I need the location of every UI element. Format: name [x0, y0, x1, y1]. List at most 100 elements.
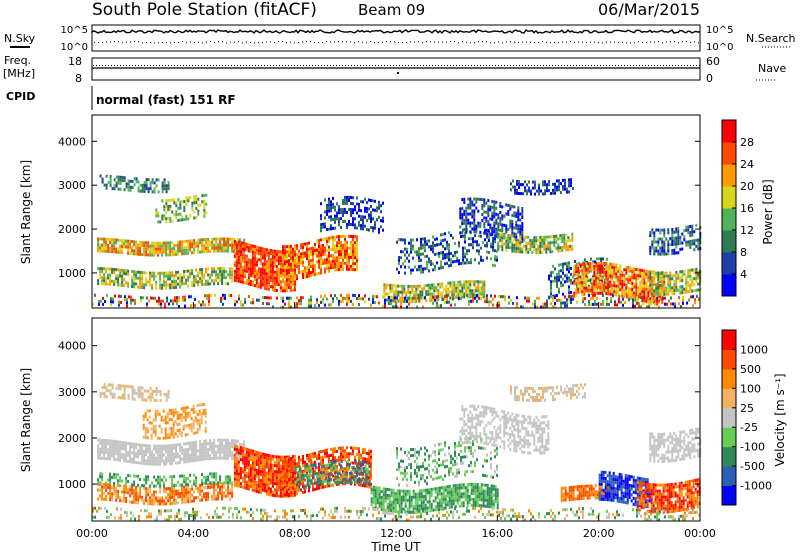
power-cell [290, 268, 292, 272]
velocity-cell [173, 455, 176, 459]
power-cell [513, 232, 516, 236]
power-cell [409, 296, 412, 300]
power-cell [268, 302, 270, 306]
power-cell [97, 279, 100, 283]
power-cell [183, 252, 186, 256]
power-cell [463, 286, 466, 290]
power-cell [675, 276, 678, 280]
power-cell [555, 234, 558, 238]
power-cell [109, 178, 112, 181]
velocity-cell [109, 445, 112, 449]
power-cell [406, 256, 408, 260]
power-cell [509, 225, 512, 229]
power-cell [167, 253, 170, 257]
velocity-cell [109, 448, 112, 452]
power-cell [282, 260, 284, 264]
power-cell [679, 285, 682, 289]
power-cell [673, 242, 676, 246]
power-cell [499, 210, 502, 214]
nave-dot [462, 65, 463, 66]
power-cell [336, 256, 338, 260]
power-cell [484, 297, 486, 301]
power-cell [497, 232, 500, 236]
power-cell [175, 273, 178, 277]
power-cell [141, 271, 144, 274]
power-cell [145, 244, 148, 248]
power-cell [434, 298, 436, 302]
power-cell [467, 203, 470, 207]
power-cell [382, 304, 384, 308]
power-cell [519, 238, 522, 242]
power-cell [509, 207, 512, 211]
velocity-cell [169, 453, 172, 457]
power-cell [271, 258, 274, 262]
velocity-cell [215, 453, 218, 457]
power-cell [109, 184, 112, 187]
power-cell [659, 228, 662, 232]
power-cell [129, 239, 132, 243]
nsky-tick-bottom: 10^0 [61, 42, 88, 53]
velocity-cell [189, 453, 192, 457]
power-cell [470, 243, 472, 247]
nave-dot [567, 65, 568, 66]
power-cell [419, 299, 422, 303]
power-cell [277, 280, 280, 284]
power-cell [330, 218, 332, 222]
velocity-cell [189, 447, 192, 451]
velocity-cell [115, 440, 118, 444]
power-cell [611, 274, 614, 278]
power-cell [132, 298, 134, 302]
velocity-cell [133, 448, 136, 452]
power-cell [151, 286, 154, 290]
power-cell [667, 280, 670, 284]
power-cell [647, 297, 650, 301]
nsearch-dot [290, 41, 291, 43]
power-cell [637, 271, 640, 275]
velocity-cell [147, 502, 150, 506]
power-cell [185, 202, 188, 206]
power-cell [354, 250, 356, 254]
velocity-cell [129, 448, 132, 452]
power-cell [285, 283, 288, 287]
velocity-cell [123, 484, 126, 488]
power-cell [601, 282, 604, 286]
velocity-cell [219, 441, 222, 445]
power-cell [338, 241, 340, 245]
power-cell [409, 284, 412, 288]
power-cell [121, 271, 124, 275]
power-cell [457, 292, 460, 296]
power-cell [623, 292, 626, 296]
power-cell [603, 283, 606, 286]
nsearch-dot [598, 42, 599, 44]
power-cell [442, 238, 444, 242]
power-cell [284, 269, 286, 273]
power-cell [123, 272, 126, 276]
power-cell [677, 239, 680, 243]
power-cell [190, 304, 192, 308]
power-cell [193, 210, 196, 214]
power-cell [511, 204, 514, 208]
power-cell [396, 305, 398, 309]
power-cell [336, 250, 338, 254]
power-cell [593, 270, 596, 274]
power-cell [245, 266, 248, 270]
power-cell [165, 184, 168, 188]
velocity-cell [165, 490, 168, 494]
power-cell [427, 286, 430, 290]
power-cell [619, 285, 622, 289]
power-cell [372, 217, 374, 221]
power-cell [119, 181, 122, 185]
power-cell [469, 283, 472, 287]
nsearch-dot [434, 41, 435, 43]
power-cell [654, 296, 656, 300]
power-cell [478, 249, 480, 253]
power-cell [475, 200, 478, 204]
power-cell [669, 237, 672, 241]
power-cell [465, 289, 468, 293]
power-cell [145, 241, 148, 245]
power-cell [505, 239, 508, 243]
power-cell [460, 235, 462, 238]
power-cell [503, 242, 506, 246]
power-cell [462, 261, 464, 265]
power-cell [418, 253, 420, 257]
